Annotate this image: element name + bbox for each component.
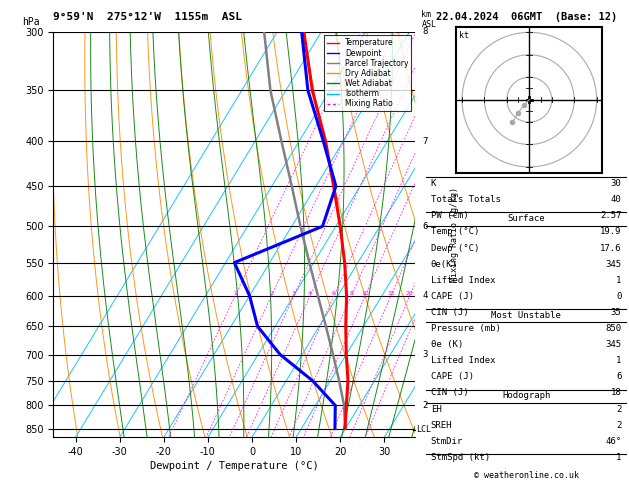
Text: 15: 15 <box>387 291 395 296</box>
Text: 4: 4 <box>308 291 312 296</box>
Text: 6: 6 <box>423 222 428 231</box>
Text: Hodograph: Hodograph <box>502 391 550 400</box>
Text: CAPE (J): CAPE (J) <box>431 292 474 301</box>
Text: 22.04.2024  06GMT  (Base: 12): 22.04.2024 06GMT (Base: 12) <box>435 12 617 22</box>
Text: hPa: hPa <box>22 17 40 27</box>
Text: 19.9: 19.9 <box>600 227 621 237</box>
Text: 20: 20 <box>406 291 414 296</box>
Text: 2: 2 <box>269 291 274 296</box>
Text: 40: 40 <box>611 195 621 204</box>
Text: 1: 1 <box>616 453 621 462</box>
Text: Surface: Surface <box>508 214 545 223</box>
Text: Dewp (°C): Dewp (°C) <box>431 243 479 253</box>
Text: 3: 3 <box>423 350 428 359</box>
Text: 850: 850 <box>605 324 621 333</box>
Text: 7: 7 <box>423 137 428 146</box>
Text: 8: 8 <box>423 27 428 36</box>
Text: 18: 18 <box>611 388 621 398</box>
Text: Totals Totals: Totals Totals <box>431 195 501 204</box>
Text: CAPE (J): CAPE (J) <box>431 372 474 382</box>
Text: 2: 2 <box>616 405 621 414</box>
Text: 0: 0 <box>616 292 621 301</box>
Text: 6: 6 <box>616 372 621 382</box>
Text: 1: 1 <box>616 356 621 365</box>
Text: km
ASL: km ASL <box>421 10 437 29</box>
Text: Pressure (mb): Pressure (mb) <box>431 324 501 333</box>
Text: 10: 10 <box>361 291 369 296</box>
Text: 2: 2 <box>423 401 428 410</box>
Text: 30: 30 <box>611 179 621 188</box>
Text: SREH: SREH <box>431 421 452 430</box>
Text: Temp (°C): Temp (°C) <box>431 227 479 237</box>
Text: Lifted Index: Lifted Index <box>431 356 496 365</box>
Y-axis label: Mixing Ratio (g/kg): Mixing Ratio (g/kg) <box>450 187 459 282</box>
Legend: Temperature, Dewpoint, Parcel Trajectory, Dry Adiabat, Wet Adiabat, Isotherm, Mi: Temperature, Dewpoint, Parcel Trajectory… <box>324 35 411 111</box>
Text: kt: kt <box>459 31 469 40</box>
Text: θe(K): θe(K) <box>431 260 458 269</box>
Text: 1: 1 <box>233 291 237 296</box>
Text: 3: 3 <box>292 291 296 296</box>
Text: StmDir: StmDir <box>431 437 463 446</box>
Text: 4: 4 <box>423 291 428 300</box>
Text: 2: 2 <box>616 421 621 430</box>
Text: θe (K): θe (K) <box>431 340 463 349</box>
Text: 345: 345 <box>605 340 621 349</box>
X-axis label: Dewpoint / Temperature (°C): Dewpoint / Temperature (°C) <box>150 461 319 471</box>
Text: © weatheronline.co.uk: © weatheronline.co.uk <box>474 471 579 480</box>
Text: Most Unstable: Most Unstable <box>491 311 561 320</box>
Text: 6: 6 <box>332 291 336 296</box>
Text: StmSpd (kt): StmSpd (kt) <box>431 453 490 462</box>
Text: 1: 1 <box>616 276 621 285</box>
Text: EH: EH <box>431 405 442 414</box>
Text: 8: 8 <box>349 291 353 296</box>
Text: PW (cm): PW (cm) <box>431 211 469 220</box>
Text: CIN (J): CIN (J) <box>431 388 469 398</box>
Text: 345: 345 <box>605 260 621 269</box>
Text: K: K <box>431 179 437 188</box>
Text: 46°: 46° <box>605 437 621 446</box>
Text: 35: 35 <box>611 308 621 317</box>
Text: Lifted Index: Lifted Index <box>431 276 496 285</box>
Text: LCL: LCL <box>416 425 431 434</box>
Text: 17.6: 17.6 <box>600 243 621 253</box>
Text: CIN (J): CIN (J) <box>431 308 469 317</box>
Text: 2.57: 2.57 <box>600 211 621 220</box>
Text: 9°59'N  275°12'W  1155m  ASL: 9°59'N 275°12'W 1155m ASL <box>53 12 242 22</box>
